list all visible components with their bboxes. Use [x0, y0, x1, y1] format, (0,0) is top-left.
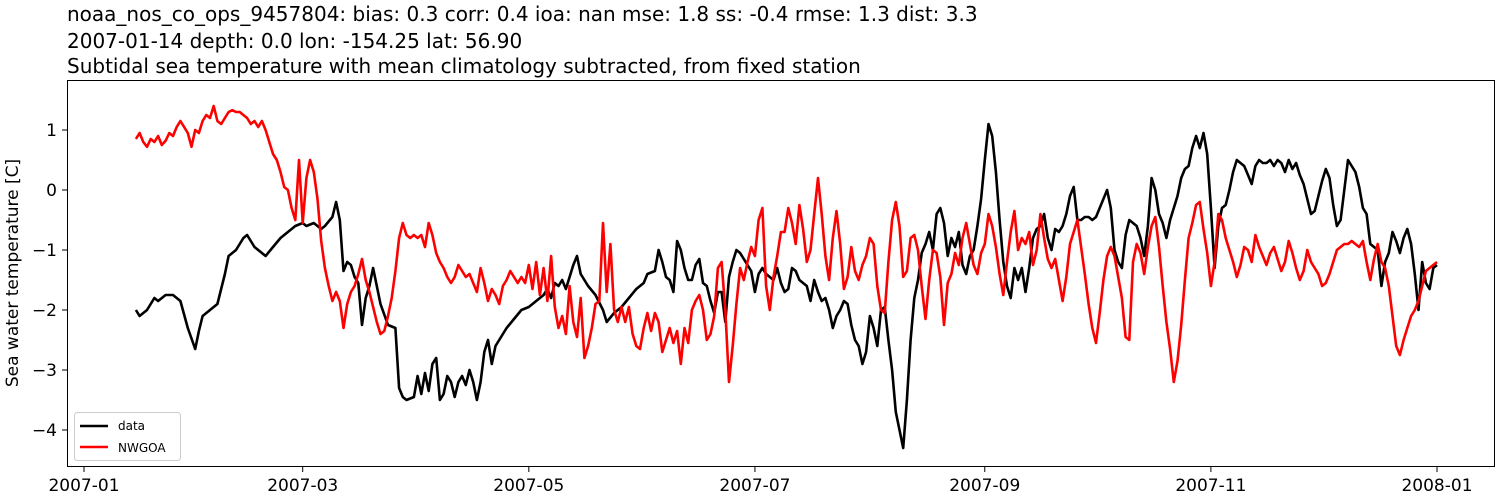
- x-axis: 2007-01 2007-03 2007-05 2007-07 2007-09 2007-…: [48, 467, 1473, 496]
- plot-frame: [67, 80, 1495, 467]
- y-tick-label: 0: [46, 181, 57, 201]
- x-tick-label: 2007-09: [949, 476, 1020, 496]
- x-tick-label: 2007-05: [493, 476, 564, 496]
- y-axis-label: Sea water temperature [C]: [3, 159, 23, 387]
- legend: data NWGOA: [74, 412, 181, 461]
- legend-nwgoa-label: NWGOA: [118, 441, 166, 455]
- y-axis: 1 0 −1 −2 −3 −4: [32, 121, 67, 441]
- legend-box: [74, 412, 181, 461]
- x-tick-label: 2007-07: [719, 476, 790, 496]
- y-tick-label: −3: [32, 361, 57, 381]
- series-line-nwgoa: [134, 104, 1438, 384]
- series-layer: [134, 104, 1438, 450]
- y-tick-label: −1: [32, 241, 57, 261]
- legend-data-label: data: [118, 419, 145, 433]
- x-tick-label: 2007-01: [48, 476, 119, 496]
- x-tick-label: 2008-01: [1401, 476, 1472, 496]
- series-line-data: [134, 122, 1438, 450]
- chart-title-description: Subtidal sea temperature with mean clima…: [67, 54, 861, 78]
- x-tick-label: 2007-11: [1175, 476, 1246, 496]
- x-tick-label: 2007-03: [267, 476, 338, 496]
- y-tick-label: −4: [32, 421, 57, 441]
- chart-title-station: 2007-01-14 depth: 0.0 lon: -154.25 lat: …: [67, 29, 523, 53]
- y-tick-label: 1: [46, 121, 57, 141]
- y-tick-label: −2: [32, 301, 57, 321]
- chart-title-stats: noaa_nos_co_ops_9457804: bias: 0.3 corr:…: [67, 2, 978, 26]
